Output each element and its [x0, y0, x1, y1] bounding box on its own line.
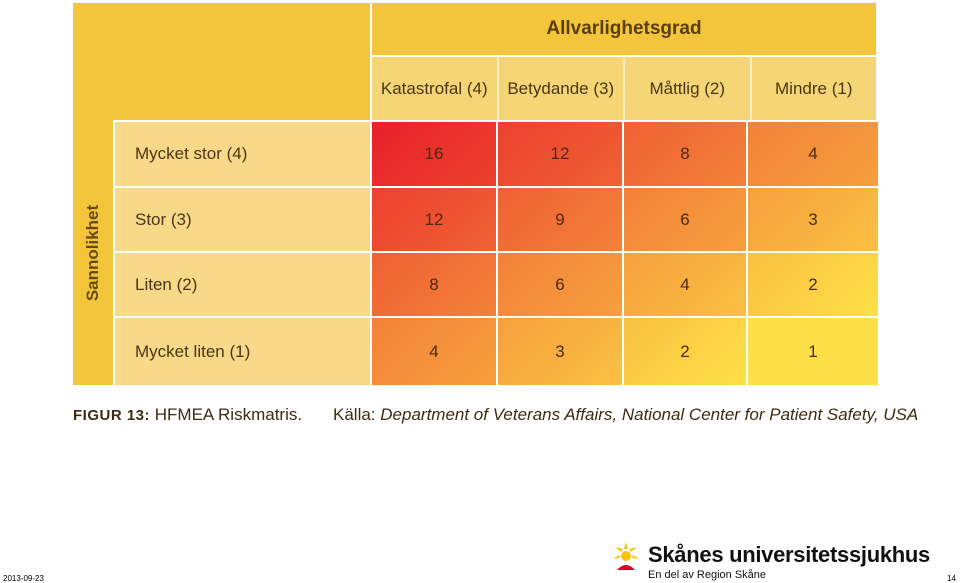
severity-level: Katastrofal (4) [372, 57, 497, 120]
risk-cell: 4 [748, 122, 878, 186]
risk-cell: 8 [372, 253, 496, 316]
risk-cell: 3 [748, 188, 878, 251]
brand-subtitle: En del av Region Skåne [648, 569, 767, 581]
figure-text: HFMEA Riskmatris. [154, 405, 303, 424]
probability-level: Stor (3) [115, 188, 370, 251]
probability-title: Sannolikhet [83, 204, 102, 301]
probability-level: Mycket stor (4) [115, 122, 370, 186]
risk-cell: 1 [748, 318, 878, 385]
probability-level: Liten (2) [115, 253, 370, 316]
risk-cell: 2 [748, 253, 878, 316]
probability-level: Mycket liten (1) [115, 318, 370, 385]
risk-matrix: Sannolikhet Allvarlighetsgrad Katastrofa… [73, 3, 878, 385]
source-label: Källa: [333, 405, 376, 424]
risk-cell: 8 [624, 122, 746, 186]
source-text: Department of Veterans Affairs, National… [380, 405, 919, 424]
brand-name: Skånes universitetssjukhus [648, 542, 930, 567]
risk-cell: 12 [372, 188, 496, 251]
severity-level: Måttlig (2) [623, 57, 750, 120]
severity-level: Betydande (3) [496, 57, 623, 120]
probability-axis: Sannolikhet [73, 120, 113, 385]
risk-cell: 4 [624, 253, 746, 316]
figure-label: FIGUR 13: [73, 407, 151, 424]
matrix-corner [73, 3, 370, 120]
risk-cell: 2 [624, 318, 746, 385]
risk-cell: 3 [498, 318, 622, 385]
risk-cell: 6 [624, 188, 746, 251]
risk-cell: 12 [498, 122, 622, 186]
severity-levels: Katastrofal (4) Betydande (3) Måttlig (2… [372, 57, 876, 120]
severity-title: Allvarlighetsgrad [372, 3, 876, 55]
risk-cell: 9 [498, 188, 622, 251]
risk-cell: 4 [372, 318, 496, 385]
risk-cell: 16 [372, 122, 496, 186]
probability-levels: Mycket stor (4) Stor (3) Liten (2) Mycke… [115, 122, 370, 385]
source-caption: Källa: Department of Veterans Affairs, N… [333, 405, 918, 425]
page-number: 14 [947, 574, 956, 583]
risk-cell: 6 [498, 253, 622, 316]
figure-caption: FIGUR 13: HFMEA Riskmatris. [73, 405, 302, 425]
slide-date: 2013-09-23 [3, 574, 44, 583]
risk-grid: 16 12 8 4 12 9 6 3 8 6 4 2 4 3 2 1 [372, 122, 878, 385]
skane-logo-icon [613, 542, 639, 570]
severity-level: Mindre (1) [749, 57, 876, 120]
